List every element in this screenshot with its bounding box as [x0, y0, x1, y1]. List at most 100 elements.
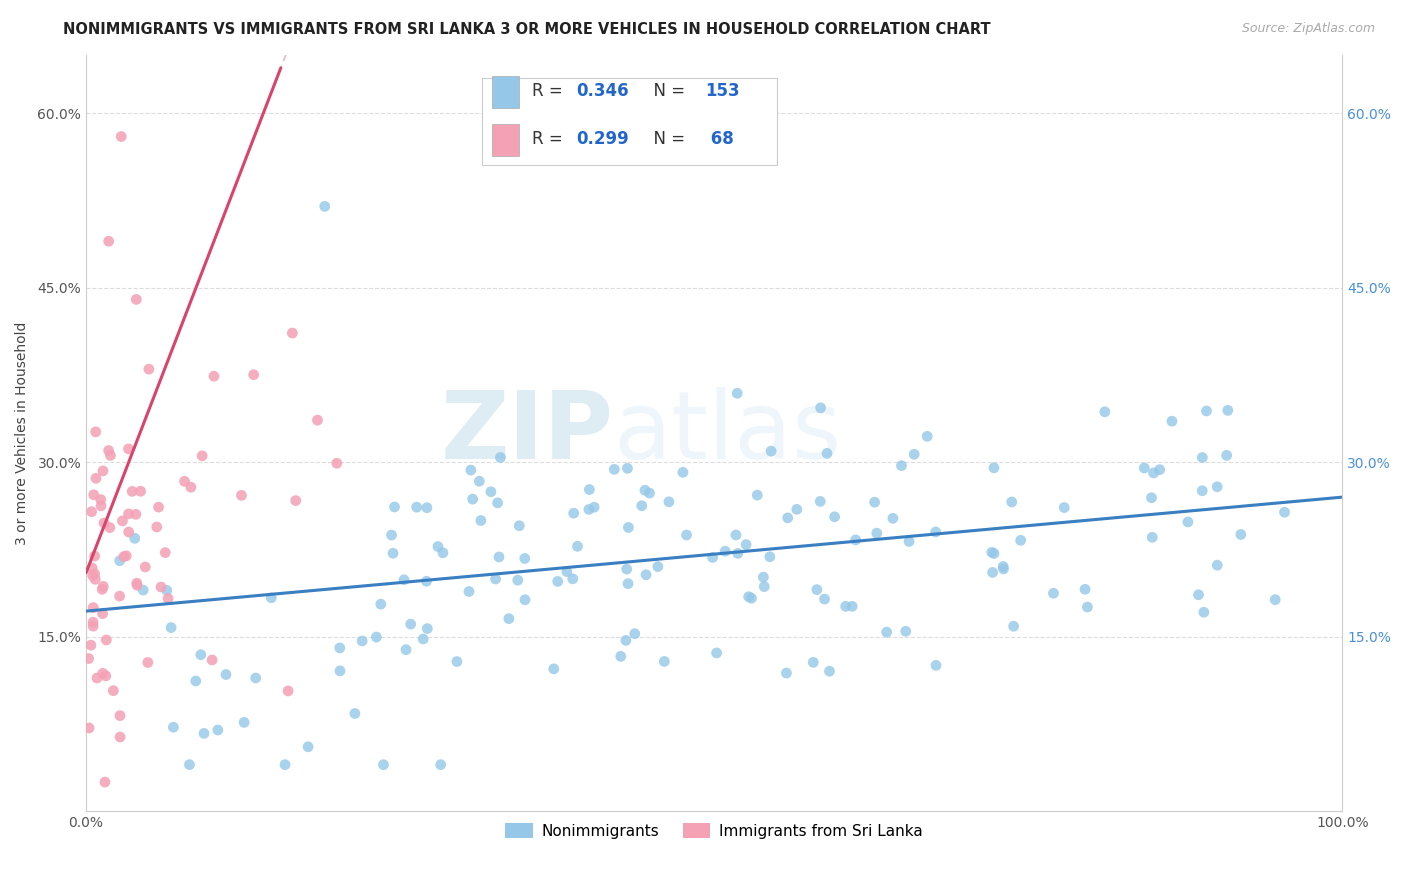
Point	[160, 621, 183, 635]
Point	[1206, 558, 1229, 573]
Point	[155, 546, 177, 560]
Point	[84, 425, 107, 439]
Point	[614, 633, 637, 648]
Point	[108, 554, 131, 568]
Point	[1187, 588, 1209, 602]
Point	[737, 590, 759, 604]
Point	[97, 443, 120, 458]
Point	[148, 500, 170, 515]
Point	[543, 662, 565, 676]
Point	[83, 488, 105, 502]
Point	[108, 589, 131, 603]
Point	[808, 494, 831, 508]
Point	[329, 640, 352, 655]
Point	[405, 500, 427, 515]
Point	[1149, 463, 1171, 477]
Point	[513, 592, 536, 607]
Point	[91, 464, 114, 478]
Point	[112, 549, 135, 564]
Point	[1274, 505, 1296, 519]
Point	[110, 129, 132, 144]
Point	[284, 493, 307, 508]
Point	[157, 591, 180, 606]
Text: N =: N =	[643, 130, 690, 148]
Point	[326, 456, 349, 470]
Point	[647, 559, 669, 574]
Point	[412, 632, 434, 646]
Legend: Nonimmigrants, Immigrants from Sri Lanka: Nonimmigrants, Immigrants from Sri Lanka	[499, 817, 929, 845]
Point	[93, 516, 115, 530]
Point	[735, 538, 758, 552]
Point	[366, 630, 388, 644]
Point	[156, 583, 179, 598]
Point	[1177, 515, 1199, 529]
Point	[260, 591, 283, 605]
Point	[108, 708, 131, 723]
Point	[506, 573, 529, 587]
Point	[634, 567, 657, 582]
Point	[125, 508, 148, 522]
Point	[281, 326, 304, 340]
Point	[100, 449, 122, 463]
Point	[834, 599, 856, 614]
Point	[578, 502, 600, 516]
Point	[432, 546, 454, 560]
Text: N =: N =	[643, 82, 690, 100]
Point	[191, 449, 214, 463]
Point	[786, 502, 808, 516]
Text: R =: R =	[531, 82, 568, 100]
Point	[370, 597, 392, 611]
Point	[193, 726, 215, 740]
Point	[714, 544, 737, 558]
Point	[555, 565, 578, 579]
Point	[103, 683, 125, 698]
Point	[983, 547, 1005, 561]
Point	[1140, 491, 1163, 505]
Point	[623, 626, 645, 640]
Point	[108, 730, 131, 744]
Point	[638, 486, 661, 500]
Point	[207, 723, 229, 737]
Text: 68: 68	[706, 130, 734, 148]
Point	[1053, 500, 1076, 515]
Point	[925, 524, 948, 539]
Point	[231, 488, 253, 502]
Point	[740, 591, 762, 606]
Point	[416, 622, 439, 636]
Point	[654, 655, 676, 669]
Point	[993, 562, 1015, 576]
Point	[1216, 403, 1239, 417]
Point	[129, 484, 152, 499]
Point	[815, 446, 838, 460]
Point	[380, 528, 402, 542]
Point	[80, 638, 103, 652]
Point	[373, 757, 395, 772]
Point	[77, 651, 100, 665]
Point	[775, 666, 797, 681]
Point	[91, 582, 114, 597]
Point	[117, 507, 139, 521]
Point	[173, 475, 195, 489]
Point	[384, 500, 406, 514]
Point	[706, 646, 728, 660]
Point	[382, 546, 405, 560]
Point	[810, 401, 832, 415]
Point	[498, 612, 520, 626]
Point	[91, 666, 114, 681]
Point	[329, 664, 352, 678]
Point	[82, 568, 104, 582]
Point	[562, 506, 585, 520]
Point	[84, 471, 107, 485]
Point	[314, 199, 336, 213]
Point	[1143, 466, 1166, 480]
Point	[446, 655, 468, 669]
Point	[392, 573, 415, 587]
Point	[806, 582, 828, 597]
Point	[111, 514, 134, 528]
Point	[395, 642, 418, 657]
Point	[508, 518, 530, 533]
Point	[343, 706, 366, 721]
Point	[138, 362, 160, 376]
Point	[125, 293, 148, 307]
Point	[658, 495, 681, 509]
